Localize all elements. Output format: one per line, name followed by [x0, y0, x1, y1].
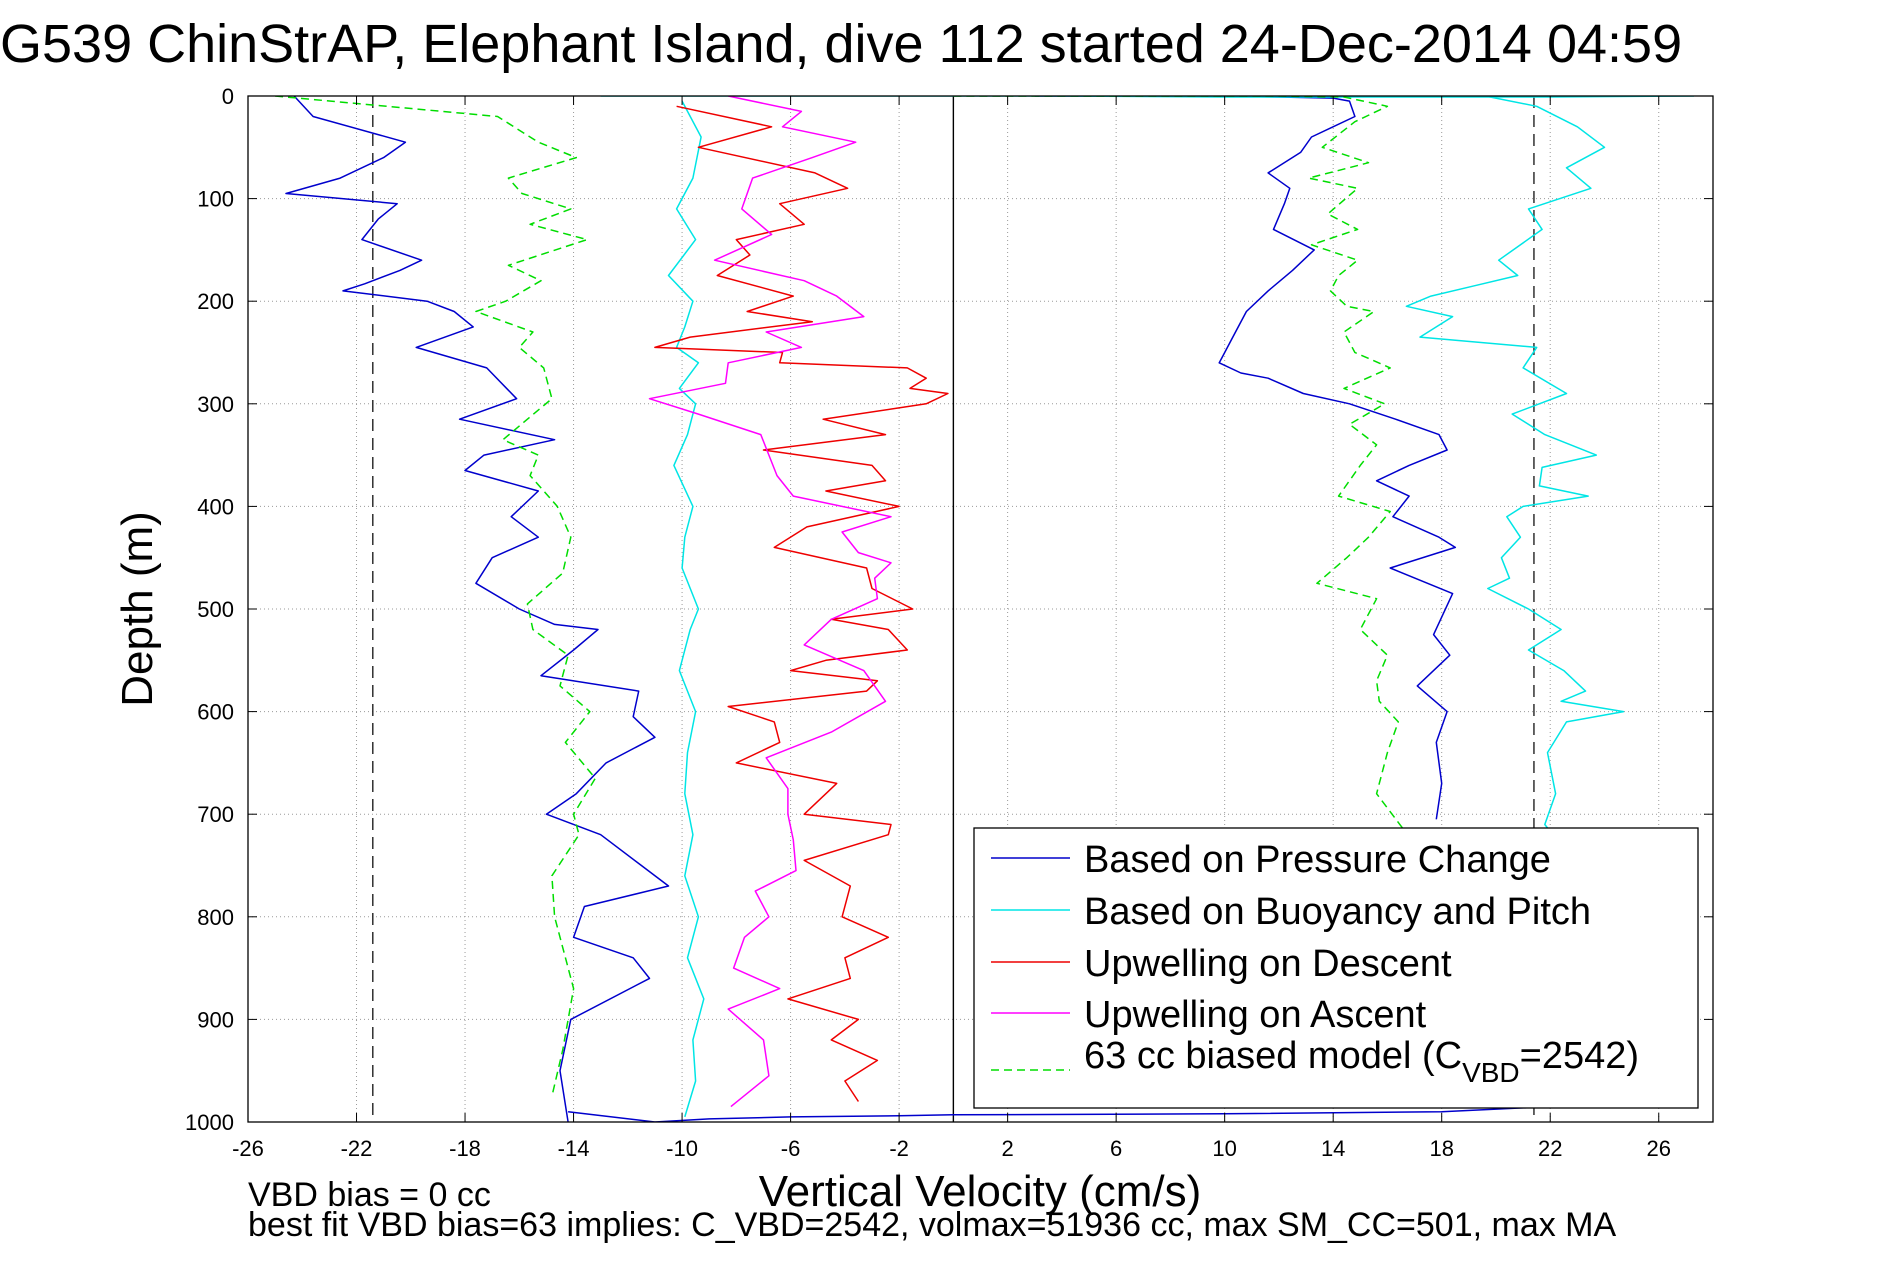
series-0-line-segment-0	[285, 96, 670, 1122]
y-tick-label: 500	[197, 597, 234, 622]
y-tick-label: 0	[222, 84, 234, 109]
series-2-line-segment-0	[654, 105, 949, 1102]
series-4-line-segment-1	[953, 96, 1405, 831]
y-tick-label: 200	[197, 289, 234, 314]
series-1-line-segment-0	[667, 100, 705, 1118]
legend: Based on Pressure Change Based on Buoyan…	[973, 827, 1699, 1109]
legend-box	[973, 827, 1699, 1109]
y-tick-label: 400	[197, 494, 234, 519]
x-axis-label: Vertical Velocity (cm/s)	[759, 1167, 1202, 1216]
y-tick-label: 900	[197, 1007, 234, 1032]
bias-note: VBD bias = 0 cc	[248, 1176, 491, 1214]
chart-title: G539 ChinStrAP, Elephant Island, dive 11…	[0, 14, 1682, 74]
x-tick-label: -22	[341, 1136, 373, 1161]
y-tick-label: 700	[197, 802, 234, 827]
x-tick-label: 22	[1538, 1136, 1562, 1161]
series-1-line-segment-1	[1405, 96, 1625, 836]
series-3-line-segment-0	[648, 96, 892, 1108]
x-tick-label: 10	[1212, 1136, 1236, 1161]
x-tick-label: -10	[666, 1136, 698, 1161]
legend-label-model-sub: VBD	[1462, 1057, 1520, 1088]
legend-label-pressure: Based on Pressure Change	[1084, 839, 1551, 881]
y-axis-label: Depth (m)	[113, 511, 162, 707]
x-tick-label: -14	[558, 1136, 590, 1161]
legend-label-model: 63 cc biased model (CVBD=2542)	[1084, 1035, 1639, 1088]
legend-label-model-prefix: 63 cc biased model (C	[1084, 1035, 1462, 1077]
series-4-line-segment-0	[275, 96, 597, 1097]
x-tick-label: -6	[781, 1136, 801, 1161]
legend-label-descent: Upwelling on Descent	[1084, 943, 1452, 985]
legend-label-model-suffix: =2542)	[1520, 1035, 1639, 1077]
x-tick-label: 18	[1429, 1136, 1453, 1161]
x-tick-label: -18	[449, 1136, 481, 1161]
x-tick-label: -26	[232, 1136, 264, 1161]
legend-label-buoyancy: Based on Buoyancy and Pitch	[1084, 891, 1591, 933]
x-tick-label: 14	[1321, 1136, 1345, 1161]
x-tick-label: 26	[1646, 1136, 1670, 1161]
legend-label-ascent: Upwelling on Ascent	[1084, 994, 1427, 1036]
x-tick-label: 2	[1002, 1136, 1014, 1161]
x-tick-label: -2	[889, 1136, 909, 1161]
y-tick-label: 100	[197, 187, 234, 212]
x-tick-label: 6	[1110, 1136, 1122, 1161]
y-tick-label: 800	[197, 905, 234, 930]
y-tick-label: 300	[197, 392, 234, 417]
x-axis-ticks: -26 -22 -18 -14 -10 -6 -2 2 6 10 14 18 22 26	[232, 96, 1671, 1161]
series-0-line-segment-2	[1034, 96, 1457, 820]
fit-note: best fit VBD bias=63 implies: C_VBD=2542…	[248, 1206, 1617, 1244]
y-tick-label: 600	[197, 700, 234, 725]
y-axis-ticks: 0 100 200 300 400 500 600 700 800 900 1000	[185, 84, 1713, 1135]
y-tick-label: 1000	[185, 1110, 234, 1135]
